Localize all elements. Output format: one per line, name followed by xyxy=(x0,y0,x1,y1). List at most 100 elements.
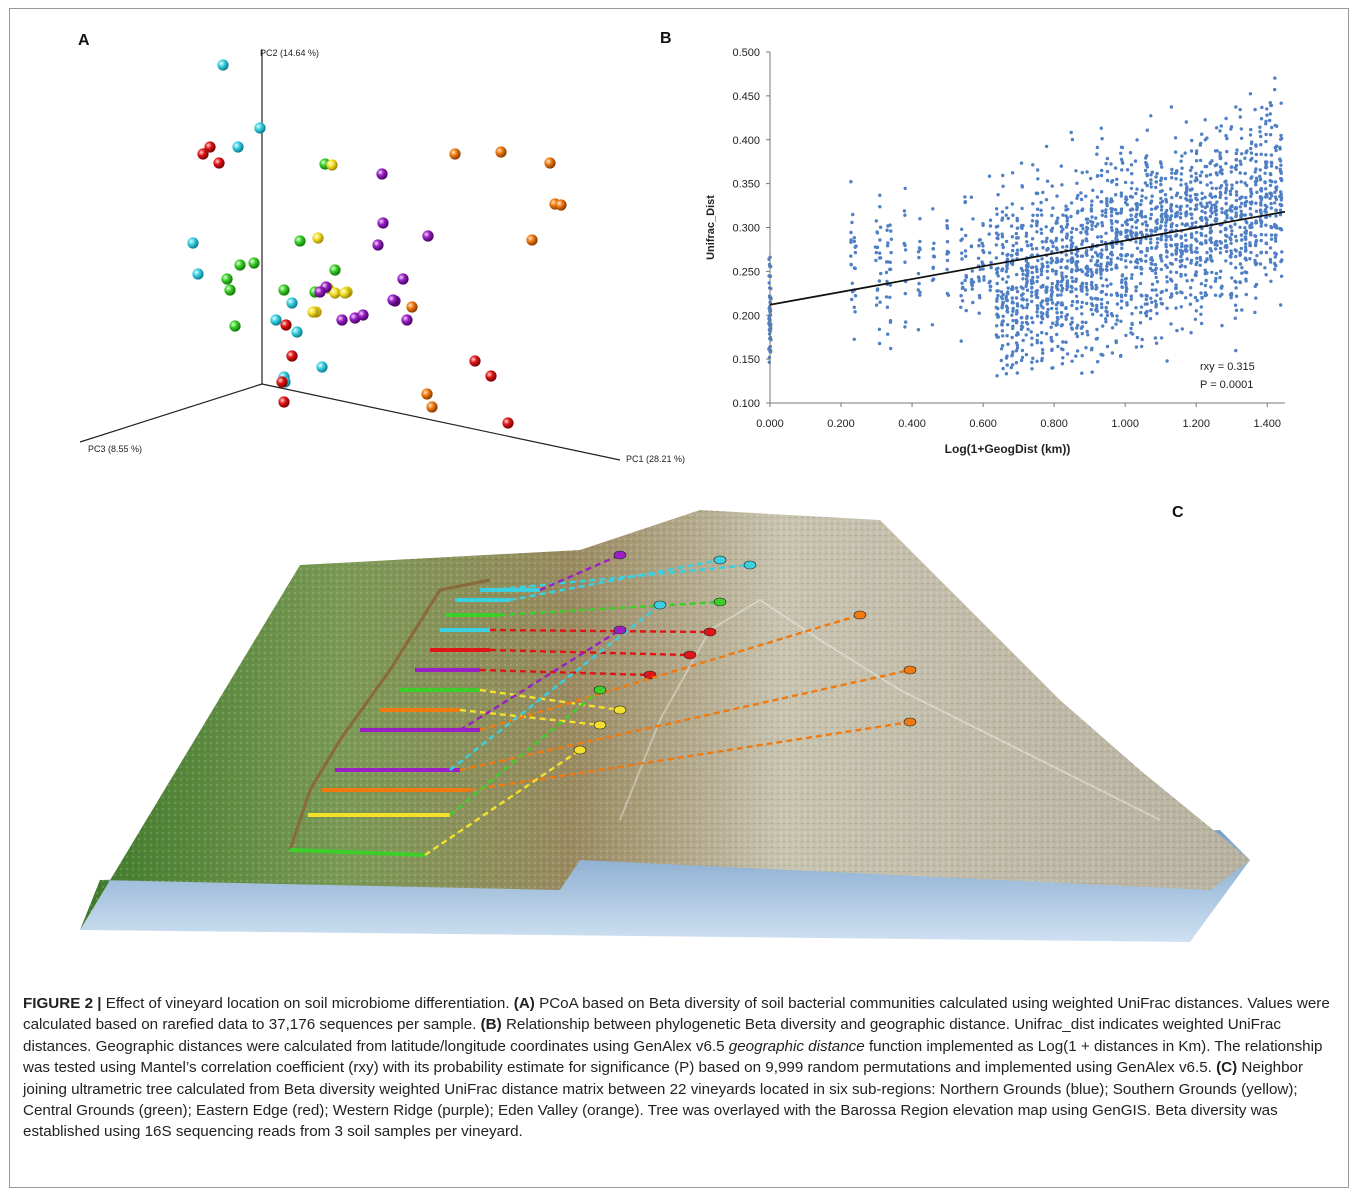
scatter-point xyxy=(1170,171,1174,175)
scatter-point xyxy=(1249,250,1253,255)
scatter-point xyxy=(916,328,921,332)
scatter-point xyxy=(1014,296,1019,300)
scatter-point xyxy=(1104,247,1109,251)
scatter-point xyxy=(1066,259,1070,263)
scatter-point xyxy=(1258,168,1262,172)
scatter-point xyxy=(1249,194,1253,199)
scatter-point xyxy=(1160,289,1164,294)
scatter-point xyxy=(1114,339,1118,343)
scatter-point xyxy=(1134,191,1138,196)
scatter-point xyxy=(1044,144,1049,149)
scatter-point xyxy=(1145,302,1149,306)
scatter-point xyxy=(1273,87,1277,92)
y-tick-label: 0.250 xyxy=(732,266,760,278)
scatter-point xyxy=(1065,216,1070,220)
scatter-point xyxy=(1060,274,1064,278)
scatter-point xyxy=(1020,185,1024,189)
scatter-point xyxy=(1234,151,1238,156)
scatter-point xyxy=(1194,262,1198,267)
scatter-point xyxy=(1144,254,1148,258)
scatter-point xyxy=(1173,136,1178,140)
scatter-point xyxy=(1249,146,1253,151)
scatter-point xyxy=(1259,134,1263,139)
scatter-point xyxy=(1254,234,1258,238)
scatter-point xyxy=(1011,243,1015,248)
scatter-point xyxy=(1233,303,1238,307)
scatter-point xyxy=(1239,136,1244,140)
scatter-point xyxy=(1274,148,1278,153)
scatter-point xyxy=(1234,348,1238,353)
scatter-point xyxy=(1269,260,1273,264)
scatter-point xyxy=(1155,218,1159,222)
scatter-point xyxy=(1188,194,1193,198)
scatter-point xyxy=(1125,168,1130,172)
scatter-point xyxy=(1184,211,1188,215)
scatter-point xyxy=(1243,245,1248,249)
scatter-point xyxy=(1253,180,1258,184)
scatter-point xyxy=(1100,137,1104,141)
scatter-point xyxy=(1119,306,1124,310)
scatter-point xyxy=(1144,220,1148,224)
scatter-point xyxy=(1085,226,1090,231)
pcoa-plot: PC2 (14.64 %) PC3 (8.55 %) PC1 (28.21 %) xyxy=(79,48,685,464)
pcoa-sphere xyxy=(278,396,290,408)
scatter-point xyxy=(1224,188,1228,192)
scatter-point xyxy=(1219,230,1223,234)
scatter-point xyxy=(1065,279,1070,283)
scatter-point xyxy=(879,271,883,276)
scatter-point xyxy=(964,308,968,313)
scatter-point xyxy=(1218,239,1222,244)
scatter-point xyxy=(1124,289,1128,294)
scatter-point xyxy=(1105,203,1109,208)
scatter-point xyxy=(1210,270,1214,275)
scatter-point xyxy=(1015,346,1020,350)
scatter-point xyxy=(1095,303,1099,308)
scatter-point xyxy=(1115,292,1119,296)
scatter-point xyxy=(1059,323,1064,327)
scatter-point xyxy=(1116,256,1120,260)
scatter-point xyxy=(1269,164,1274,168)
tree-branch xyxy=(289,848,426,857)
scatter-point xyxy=(1045,260,1049,264)
scatter-point xyxy=(1153,271,1158,275)
scatter-point xyxy=(994,267,999,271)
scatter-point xyxy=(1165,250,1169,254)
scatter-point xyxy=(1139,250,1143,254)
pcoa-sphere xyxy=(377,217,389,229)
caption-a-text: PCoA based on Beta diversity of soil bac… xyxy=(23,995,1330,1034)
scatter-point xyxy=(1179,212,1183,216)
scatter-point xyxy=(1124,333,1128,338)
scatter-point xyxy=(1210,195,1214,199)
scatter-point xyxy=(1000,218,1004,222)
scatter-point xyxy=(1099,262,1103,266)
scatter-point xyxy=(1061,245,1065,249)
scatter-point xyxy=(1110,326,1115,330)
scatter-point xyxy=(1163,211,1168,215)
scatter-point xyxy=(1149,212,1153,217)
scatter-point xyxy=(1004,269,1008,274)
scatter-point xyxy=(1165,280,1169,284)
scatter-point xyxy=(1089,176,1093,181)
scatter-point xyxy=(960,257,964,261)
scatter-point xyxy=(1248,257,1252,261)
scatter-point xyxy=(1005,257,1010,261)
scatter-point xyxy=(1074,227,1079,231)
scatter-point xyxy=(1248,212,1253,216)
scatter-point xyxy=(1095,336,1099,341)
scatter-point xyxy=(1050,285,1054,290)
scatter-point xyxy=(1000,232,1004,236)
scatter-point xyxy=(1260,105,1264,110)
scatter-point xyxy=(1074,277,1078,281)
scatter-point xyxy=(1070,260,1074,265)
scatter-point xyxy=(1140,294,1144,298)
scatter-point xyxy=(1189,149,1194,153)
pcoa-sphere xyxy=(286,350,298,362)
scatter-point xyxy=(1198,158,1203,163)
scatter-point xyxy=(1016,332,1020,336)
scatter-point xyxy=(995,270,1000,274)
scatter-point xyxy=(1039,231,1044,235)
scatter-point xyxy=(1190,138,1194,143)
scatter-point xyxy=(1011,318,1015,323)
scatter-point xyxy=(1019,225,1023,229)
scatter-point xyxy=(1254,201,1258,205)
